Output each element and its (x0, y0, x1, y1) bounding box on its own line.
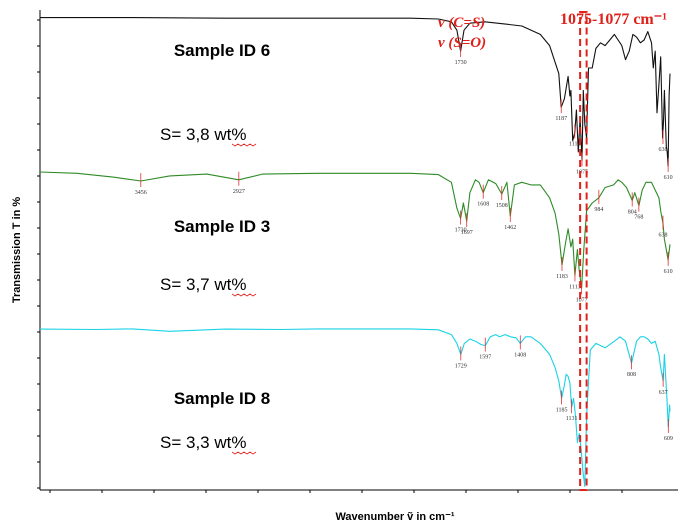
peak-label-1075: 1075 (576, 169, 588, 175)
peak-label-638: 638 (658, 147, 667, 153)
sample-name-label: Sample ID 3 (174, 217, 270, 236)
sample-name-label: Sample ID 6 (174, 41, 270, 60)
sample-labels: Sample ID 6 S= 3,8 wt% Sample ID 3 S= 3,7 w… (160, 41, 270, 455)
peak-label-1131: 1131 (566, 416, 578, 422)
peak-label-1697: 1697 (461, 230, 473, 236)
peak-label-768: 768 (634, 215, 643, 221)
peak-label-637: 637 (659, 390, 668, 396)
peak-label-808: 808 (627, 372, 636, 378)
peak-label-610: 610 (664, 175, 673, 181)
band-assignment-cs: ν (C=S) (438, 15, 485, 31)
spellcheck-underline (231, 451, 257, 455)
peak-label-1462: 1462 (504, 225, 516, 231)
highlight-range-box (579, 11, 588, 491)
peak-label-1183: 1183 (556, 274, 568, 280)
peak-label-638: 638 (658, 233, 667, 239)
peak-label-1730: 1730 (455, 60, 467, 66)
sulfur-content-label: S= 3,8 wt% (160, 125, 246, 144)
peak-label-1187: 1187 (555, 116, 567, 122)
peak-label-1597: 1597 (479, 355, 491, 361)
sulfur-content-label: S= 3,3 wt% (160, 433, 246, 452)
peak-label-1185: 1185 (556, 407, 568, 413)
band-assignment-so: ν (S=O) (438, 35, 486, 51)
annotations: ν (C=S) ν (S=O) 1075-1077 cm⁻¹ (438, 11, 667, 491)
spellcheck-underline (231, 293, 257, 297)
sulfur-content-label: S= 3,7 wt% (160, 275, 246, 294)
x-axis-title: Wavenumber ṽ in cm⁻¹ (335, 511, 454, 523)
peak-label-1113: 1113 (569, 284, 581, 290)
peak-label-1608: 1608 (477, 202, 489, 208)
sample-name-label: Sample ID 8 (174, 389, 270, 408)
peak-label-1114: 1114 (569, 141, 581, 147)
peak-label-609: 609 (664, 436, 673, 442)
peak-label-1508: 1508 (496, 203, 508, 209)
spectrum-line-sample-3 (39, 328, 671, 487)
peak-label-984: 984 (594, 207, 603, 213)
peak-label-804: 804 (628, 209, 637, 215)
spectrum-line-sample-2 (39, 171, 671, 289)
peak-label-3456: 3456 (135, 190, 147, 196)
peak-label-1729: 1729 (455, 363, 467, 369)
peak-label-1730: 1730 (455, 228, 467, 234)
y-axis-title: Transmission T in % (11, 197, 23, 304)
peak-label-610: 610 (664, 269, 673, 275)
peak-label-1077: 1077 (576, 297, 588, 303)
axes: Wavenumber ṽ in cm⁻¹ Transmission T in % (11, 10, 678, 523)
peak-label-2927: 2927 (233, 189, 245, 195)
highlight-range-label: 1075-1077 cm⁻¹ (560, 11, 667, 28)
spellcheck-underline (231, 143, 257, 147)
peak-label-1408: 1408 (514, 352, 526, 358)
